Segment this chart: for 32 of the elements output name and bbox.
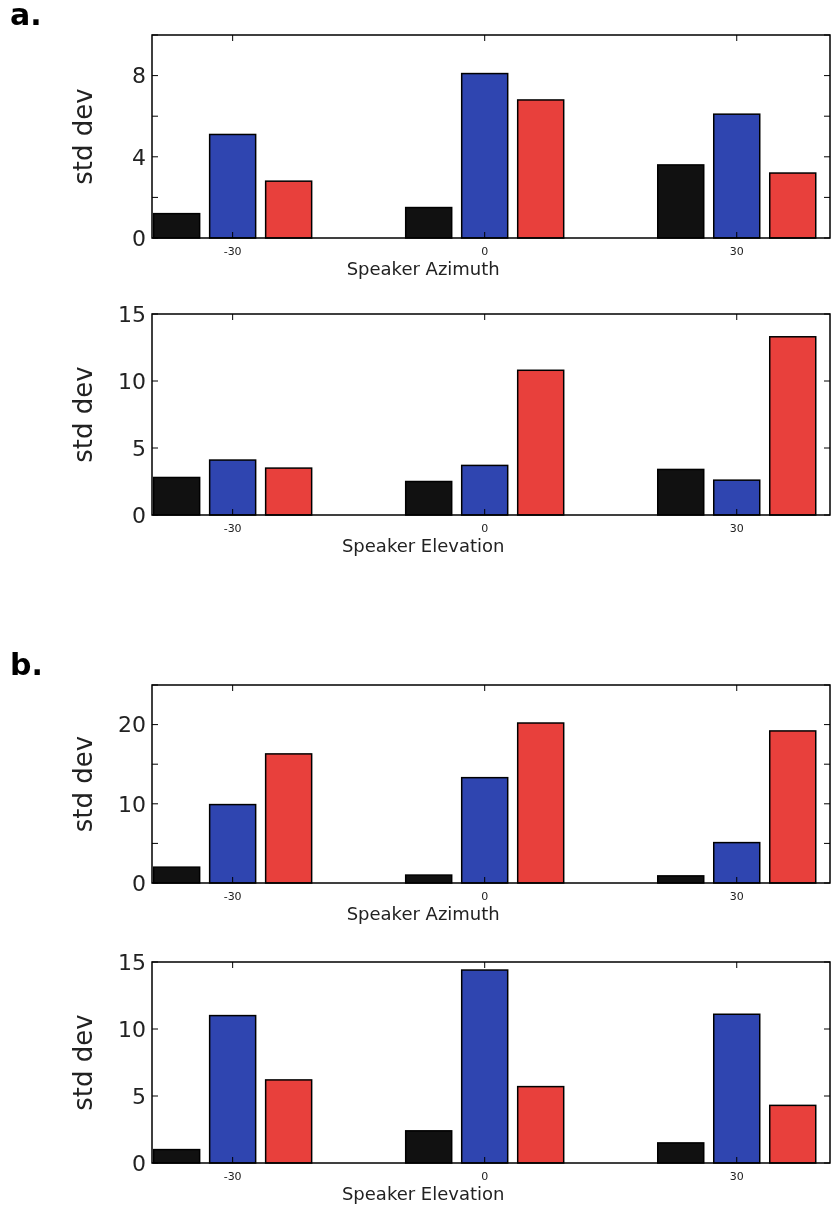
y-tick-label: 15 [118,949,146,975]
y-tick-label: 10 [118,1016,146,1042]
chart-title: a. [10,0,42,32]
chart-title: b. [10,647,43,682]
y-axis-title: std dev [68,88,98,185]
x-tick-label: 30 [729,245,744,258]
y-tick-label: 20 [118,712,146,738]
x-axis-title: Speaker Elevation [341,1183,505,1204]
x-tick-label: -30 [223,245,242,258]
x-axis-title: Speaker Elevation [341,535,505,556]
y-axis-title: std dev [68,735,98,833]
x-tick-label: -30 [223,1170,242,1183]
x-tick-label: -30 [223,522,242,535]
y-tick-label: 8 [132,63,146,89]
x-tick-label: -30 [223,890,242,903]
x-tick-label: 30 [729,522,744,535]
x-tick-label: 30 [729,1170,744,1183]
y-tick-label: 10 [118,791,146,817]
x-tick-label: 0 [481,890,489,903]
y-tick-label: 5 [132,1083,146,1109]
x-tick-label: 30 [729,890,744,903]
x-axis-title: Speaker Azimuth [346,903,500,924]
x-tick-label: 0 [481,522,489,535]
y-axis-title: std dev [68,1014,98,1111]
x-tick-label: 0 [481,1170,489,1183]
y-tick-label: 10 [118,368,146,394]
x-tick-label: 0 [481,245,489,258]
y-axis-title: std dev [68,366,98,463]
x-axis-title: Speaker Azimuth [346,258,500,279]
y-tick-label: 15 [118,301,146,327]
y-tick-label: 5 [132,435,146,461]
y-tick-label: 4 [132,144,146,170]
